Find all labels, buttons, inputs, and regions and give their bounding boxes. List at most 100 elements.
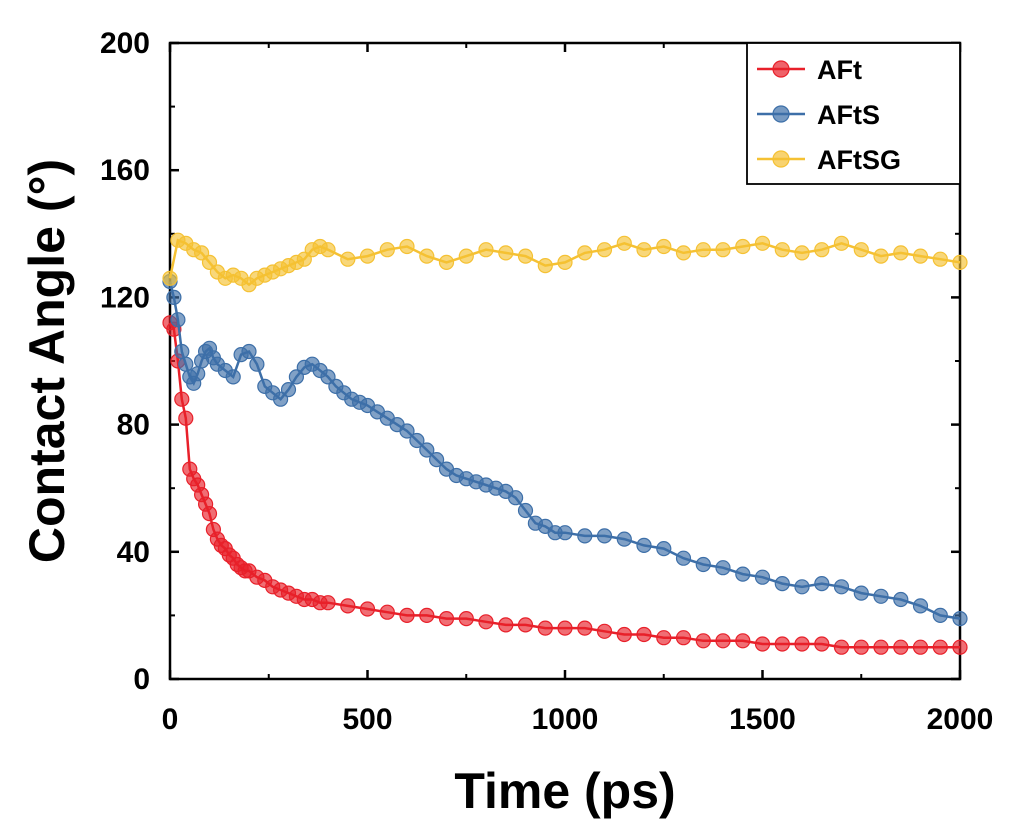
- y-tick-label: 120: [100, 281, 150, 314]
- data-point-AFtSG: [162, 270, 178, 286]
- data-point-AFtSG: [399, 238, 415, 255]
- series-AFtSG: [162, 232, 968, 293]
- data-point-AFtSG: [419, 248, 435, 264]
- data-point-AFtS: [517, 502, 534, 519]
- data-point-AFt: [656, 630, 672, 646]
- data-point-AFt: [596, 623, 613, 639]
- data-point-AFt: [458, 610, 474, 627]
- data-point-AFtS: [557, 525, 573, 541]
- data-point-AFtS: [656, 540, 672, 557]
- data-point-AFtS: [419, 442, 435, 458]
- data-point-AFtS: [853, 585, 869, 601]
- data-point-AFtS: [174, 343, 190, 360]
- data-point-AFt: [715, 633, 731, 649]
- legend-entry-AFtS: AFtS: [757, 100, 880, 130]
- data-point-AFtS: [170, 312, 186, 328]
- data-point-AFtS: [814, 575, 830, 592]
- x-axis-title: Time (ps): [454, 763, 675, 819]
- data-point-AFtSG: [833, 235, 850, 251]
- data-point-AFtS: [873, 588, 889, 604]
- data-point-AFtSG: [517, 248, 534, 264]
- data-point-AFt: [754, 636, 771, 652]
- data-point-AFtS: [429, 452, 445, 468]
- data-point-AFtS: [833, 579, 850, 595]
- y-tick-label: 0: [133, 663, 150, 696]
- data-point-AFt: [873, 639, 889, 655]
- data-point-AFtS: [225, 369, 241, 385]
- x-ticks: 0 500 1000 1500 2000: [162, 43, 993, 736]
- data-point-AFt: [517, 617, 534, 633]
- data-point-AFt: [174, 391, 190, 407]
- legend-marker: [772, 150, 790, 168]
- data-point-AFt: [952, 639, 968, 655]
- y-tick-label: 40: [117, 536, 150, 569]
- data-point-AFt: [537, 620, 553, 636]
- data-point-AFtS: [912, 598, 929, 614]
- data-point-AFt: [577, 620, 593, 636]
- data-point-AFtS: [596, 528, 613, 544]
- data-point-AFt: [853, 639, 869, 655]
- legend: AFt AFtS AFtSG: [746, 42, 961, 185]
- data-point-AFtS: [249, 356, 265, 372]
- data-point-AFt: [201, 505, 218, 522]
- data-point-AFtSG: [537, 258, 553, 274]
- legend-marker: [772, 105, 790, 123]
- series-AFtS: [162, 273, 968, 627]
- data-point-AFtSG: [675, 245, 692, 261]
- data-point-AFtSG: [656, 238, 672, 255]
- legend-entries: AFt AFtS AFtSG: [757, 55, 901, 175]
- data-point-AFtS: [675, 550, 692, 566]
- data-point-AFtSG: [359, 248, 376, 264]
- data-point-AFtS: [178, 356, 194, 372]
- x-tick-label: 1000: [532, 703, 599, 736]
- data-point-AFtS: [399, 423, 415, 439]
- data-point-AFtS: [409, 432, 425, 449]
- data-point-AFtSG: [853, 242, 869, 258]
- data-point-AFtS: [166, 289, 182, 305]
- data-point-AFt: [419, 607, 435, 624]
- data-point-AFtSG: [814, 242, 830, 258]
- data-point-AFtS: [280, 382, 297, 398]
- data-point-AFtSG: [498, 245, 514, 261]
- data-point-AFtSG: [715, 242, 731, 258]
- data-point-AFtSG: [735, 238, 751, 255]
- data-point-AFtSG: [695, 242, 711, 258]
- data-point-AFtS: [241, 343, 257, 360]
- data-point-AFtSG: [616, 235, 632, 251]
- data-point-AFtSG: [557, 254, 573, 270]
- data-point-AFtSG: [774, 242, 790, 258]
- data-point-AFtSG: [794, 245, 810, 261]
- data-point-AFtSG: [754, 235, 771, 251]
- data-point-AFt: [616, 626, 632, 643]
- data-point-AFtSG: [893, 245, 909, 261]
- y-tick-label: 160: [100, 154, 150, 187]
- y-ticks: 0 40 80 120 160 200: [100, 27, 960, 696]
- x-tick-label: 0: [162, 703, 179, 736]
- data-point-AFt: [399, 607, 415, 624]
- legend-label: AFtS: [817, 100, 880, 130]
- series-AFt: [162, 315, 968, 655]
- data-point-AFtS: [507, 490, 524, 506]
- legend-entry-AFtSG: AFtSG: [757, 145, 901, 175]
- legend-label: AFtSG: [817, 145, 901, 175]
- data-point-AFtS: [932, 607, 948, 624]
- data-point-AFt: [636, 626, 652, 643]
- legend-entry-AFt: AFt: [757, 55, 862, 85]
- data-point-AFtSG: [577, 245, 593, 261]
- data-point-AFt: [695, 633, 711, 649]
- data-point-AFtSG: [952, 254, 968, 270]
- data-point-AFt: [498, 617, 514, 633]
- data-point-AFtSG: [320, 242, 336, 258]
- data-point-AFtSG: [932, 251, 948, 267]
- data-point-AFtSG: [379, 242, 395, 258]
- data-point-AFtSG: [912, 248, 929, 264]
- data-point-AFt: [359, 601, 376, 617]
- data-point-AFtSG: [438, 254, 455, 270]
- data-point-AFt: [557, 620, 573, 636]
- data-point-AFt: [340, 598, 356, 614]
- data-point-AFt: [794, 636, 810, 652]
- data-point-AFt: [833, 639, 850, 655]
- series-line-AFtS: [168, 281, 961, 620]
- data-point-AFt: [893, 639, 909, 655]
- data-point-AFtSG: [478, 242, 494, 258]
